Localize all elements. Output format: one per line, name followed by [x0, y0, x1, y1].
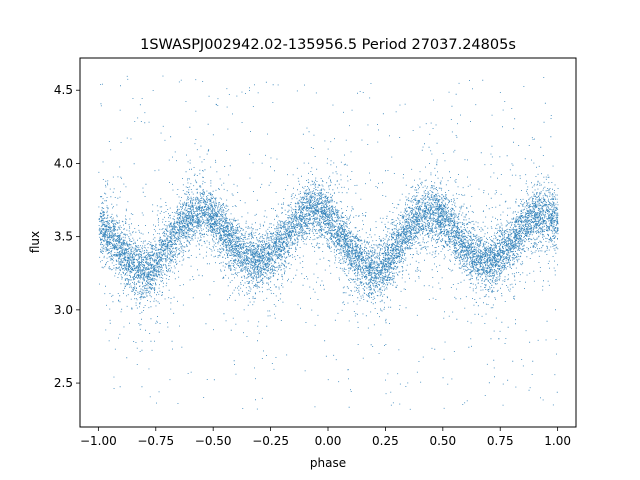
- y-axis: 2.5 3.0 3.5 4.0 4.5: [54, 83, 80, 390]
- x-tick-label: 0.00: [315, 434, 342, 448]
- y-tick-label: 4.0: [54, 156, 73, 170]
- x-tick-label: −1.00: [80, 434, 117, 448]
- x-tick-label: −0.25: [252, 434, 289, 448]
- x-tick-label: 0.75: [487, 434, 514, 448]
- y-tick-label: 4.5: [54, 83, 73, 97]
- x-axis-label: phase: [310, 456, 346, 470]
- x-tick-label: 0.50: [429, 434, 456, 448]
- y-tick-label: 3.0: [54, 303, 73, 317]
- y-tick-label: 3.5: [54, 230, 73, 244]
- x-tick-label: −0.75: [137, 434, 174, 448]
- x-tick-label: −0.50: [195, 434, 232, 448]
- x-tick-label: 0.25: [372, 434, 399, 448]
- y-tick-label: 2.5: [54, 376, 73, 390]
- chart-title: 1SWASPJ002942.02-135956.5 Period 27037.2…: [140, 37, 516, 53]
- y-axis-label: flux: [28, 231, 42, 253]
- x-tick-label: 1.00: [544, 434, 571, 448]
- x-axis: −1.00 −0.75 −0.50 −0.25 0.00 0.25 0.50 0.75 1.00: [80, 427, 571, 448]
